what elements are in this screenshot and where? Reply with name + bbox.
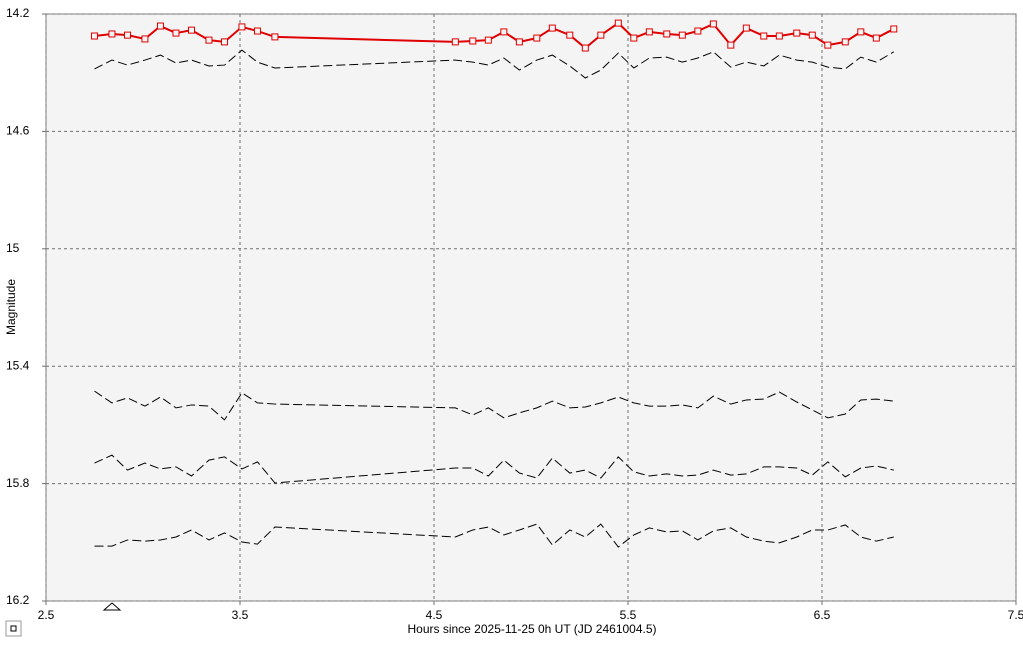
- data-marker: [500, 28, 508, 36]
- option-icon: [10, 625, 17, 632]
- x-tick-label: 2.5: [38, 608, 55, 622]
- y-tick-label: 14.6: [6, 124, 30, 138]
- data-marker: [156, 22, 164, 30]
- data-marker: [694, 27, 702, 35]
- data-marker: [645, 28, 653, 36]
- series-line: [94, 390, 894, 421]
- data-marker: [727, 41, 735, 49]
- data-marker: [775, 32, 783, 40]
- y-axis-label: Magnitude: [4, 279, 18, 335]
- data-marker: [678, 31, 686, 39]
- data-marker: [793, 29, 801, 37]
- data-marker: [141, 35, 149, 43]
- y-tick-label: 16.2: [6, 593, 30, 607]
- x-axis-label: Hours since 2025-11-25 0h UT (JD 2461004…: [407, 622, 656, 636]
- data-marker: [742, 24, 750, 32]
- series-line: [94, 523, 894, 548]
- data-marker: [709, 20, 717, 28]
- data-marker: [890, 25, 898, 33]
- data-marker: [841, 38, 849, 46]
- y-tick-label: 14.2: [6, 6, 30, 20]
- y-tick-label: 15: [6, 241, 20, 255]
- x-tick-label: 4.5: [426, 608, 443, 622]
- series-line: [94, 454, 894, 484]
- data-marker: [597, 31, 605, 39]
- data-marker: [451, 38, 459, 46]
- data-marker: [469, 37, 477, 45]
- y-tick-label: 15.4: [6, 358, 30, 372]
- data-marker: [824, 41, 832, 49]
- data-marker: [630, 34, 638, 42]
- y-tick-label: 15.8: [6, 476, 30, 490]
- data-marker: [663, 30, 671, 38]
- data-marker: [581, 44, 589, 52]
- data-marker: [123, 31, 131, 39]
- data-marker: [484, 36, 492, 44]
- data-marker: [271, 33, 279, 41]
- data-marker: [566, 31, 574, 39]
- data-marker: [515, 38, 523, 46]
- data-marker: [548, 24, 556, 32]
- data-marker: [91, 32, 98, 40]
- data-marker: [238, 23, 246, 31]
- data-marker: [872, 34, 880, 42]
- x-tick-label: 3.5: [232, 608, 249, 622]
- x-tick-label: 5.5: [620, 608, 637, 622]
- x-tick-label: 7.5: [1008, 608, 1023, 622]
- option-button[interactable]: [5, 620, 22, 637]
- data-marker: [857, 28, 865, 36]
- data-marker: [808, 31, 816, 39]
- data-marker: [205, 36, 213, 44]
- time-marker[interactable]: [102, 602, 122, 611]
- series-line: [94, 49, 895, 79]
- x-tick-label: 6.5: [814, 608, 831, 622]
- data-marker: [108, 30, 116, 38]
- data-marker: [253, 27, 261, 35]
- plot-area: [45, 13, 1017, 602]
- data-marker: [172, 29, 180, 37]
- data-marker: [614, 19, 622, 27]
- data-marker: [533, 34, 541, 42]
- series-line: [94, 21, 895, 50]
- data-marker: [760, 32, 768, 40]
- data-marker: [220, 38, 228, 46]
- data-marker: [188, 26, 195, 34]
